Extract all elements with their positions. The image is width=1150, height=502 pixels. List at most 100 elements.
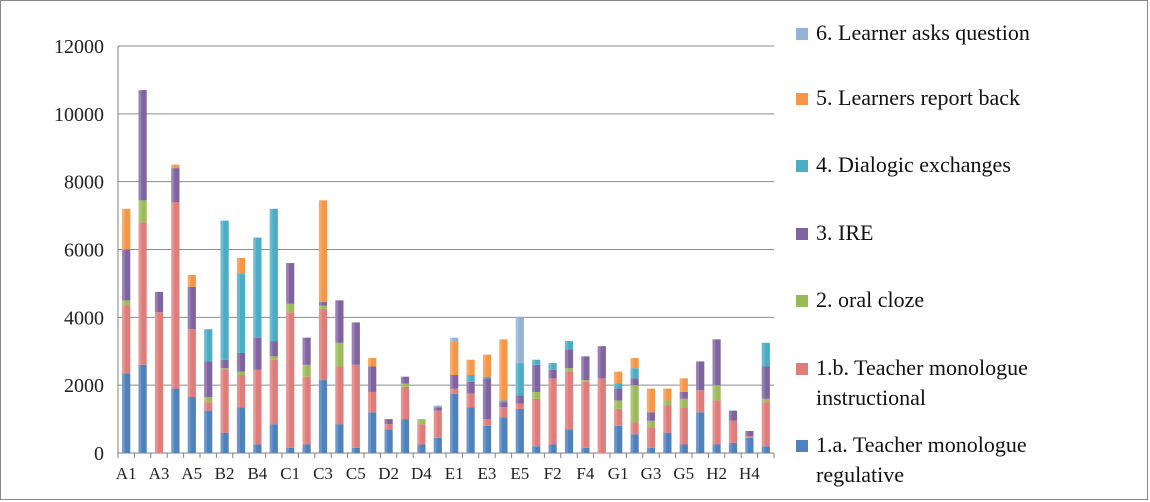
y-tick-label: 10000: [54, 104, 104, 126]
bar-segment: [122, 249, 131, 301]
legend-swatch: [796, 93, 808, 105]
bar-segment: [433, 437, 442, 453]
bar-segment: [597, 378, 606, 453]
bar-segment-highlight: [630, 422, 634, 435]
bar-segment-highlight: [630, 368, 634, 379]
y-tick-label: 8000: [64, 172, 104, 194]
legend-label: 5. Learners report back: [816, 85, 1020, 110]
bar-segment: [368, 391, 377, 413]
bar-segment-highlight: [351, 364, 355, 448]
bar-segment-highlight: [532, 446, 535, 453]
bar-segment: [663, 400, 672, 406]
bar-segment-highlight: [318, 200, 322, 303]
bar-segment-highlight: [400, 376, 404, 384]
bar-segment: [368, 366, 377, 392]
bar-segment-highlight: [220, 369, 224, 433]
bar-segment-highlight: [679, 398, 683, 408]
bar-segment: [466, 407, 475, 453]
bar-segment-highlight: [269, 359, 273, 425]
bar-segment: [614, 400, 623, 409]
bar-segment-highlight: [564, 368, 568, 372]
bar-segment-highlight: [302, 444, 306, 453]
bar-segment-highlight: [236, 273, 240, 353]
bar-segment: [450, 337, 459, 342]
bar-segment-highlight: [679, 407, 683, 445]
bar-segment-highlight: [597, 378, 601, 453]
bar-segment-highlight: [515, 408, 519, 453]
bar-segment: [269, 359, 278, 425]
bar-segment-highlight: [138, 222, 142, 365]
bar-segment-highlight: [614, 400, 617, 409]
bar-segment: [220, 220, 229, 360]
bar-segment-highlight: [761, 342, 765, 367]
bar-segment: [679, 378, 688, 392]
bar-segment-highlight: [663, 388, 667, 401]
bar-segment-highlight: [253, 444, 257, 453]
bar-segment-highlight: [187, 329, 191, 398]
bar-segment-highlight: [187, 286, 191, 330]
bar-segment-highlight: [499, 402, 503, 408]
bar-segment-highlight: [728, 420, 732, 443]
bar-segment: [499, 417, 508, 453]
bar-segment: [679, 407, 688, 445]
bar-segment-highlight: [417, 444, 421, 453]
bar-segment-highlight: [499, 407, 503, 418]
bar-segment-highlight: [236, 407, 240, 453]
bar-segment: [466, 359, 475, 375]
bar-segment-highlight: [450, 337, 453, 342]
bar-segment: [614, 425, 623, 453]
bar-segment: [482, 378, 492, 420]
bar-segment: [515, 363, 524, 396]
bar-segment: [318, 380, 328, 453]
bar-segment: [433, 410, 442, 438]
bar-segment-highlight: [614, 371, 617, 384]
bar-segment: [745, 436, 754, 438]
bar-segment: [351, 447, 360, 453]
bar-segment-highlight: [450, 341, 453, 375]
bar-segment: [154, 312, 164, 453]
bar-segment: [614, 383, 623, 389]
bar-segment: [630, 385, 639, 423]
bar-segment-highlight: [302, 337, 306, 365]
bar-segment-highlight: [138, 90, 142, 201]
bar-segment-highlight: [466, 393, 470, 408]
bar-segment: [400, 383, 410, 387]
bar-segment: [302, 444, 311, 453]
bar-segment-highlight: [663, 405, 667, 433]
bar-segment: [581, 356, 590, 381]
y-tick-label: 4000: [64, 307, 104, 329]
bar-segment-highlight: [761, 402, 765, 447]
bar-segment-highlight: [564, 429, 568, 453]
bar-segment-highlight: [482, 425, 486, 453]
bar-segment: [532, 364, 541, 392]
bar-segment-highlight: [548, 369, 552, 379]
x-tick-label: E5: [510, 464, 529, 483]
bar-segment: [745, 430, 754, 437]
bar-segment: [548, 444, 557, 453]
bar-segment: [532, 391, 541, 399]
bar-segment-highlight: [564, 341, 568, 350]
bar-segment-highlight: [745, 430, 749, 437]
bar-segment-highlight: [614, 388, 617, 401]
bar-segment: [302, 376, 311, 445]
bar-segment-highlight: [466, 374, 470, 382]
bar-segment: [548, 369, 557, 379]
bar-segment-highlight: [302, 364, 306, 377]
bar-segment-highlight: [712, 385, 716, 401]
bar-segment: [171, 388, 180, 453]
bar-segment: [368, 358, 377, 367]
bar-segment: [269, 356, 278, 360]
x-tick-label: A3: [149, 464, 170, 483]
bar-segment-highlight: [515, 363, 519, 396]
bar-segment: [614, 408, 623, 426]
bar-segment: [236, 371, 246, 375]
bar-segment: [646, 420, 656, 428]
bar-segment-highlight: [204, 410, 207, 453]
bar-segment-highlight: [482, 419, 486, 426]
bar-segment: [286, 447, 295, 453]
bar-segment-highlight: [154, 291, 158, 313]
bar-segment-highlight: [466, 381, 470, 394]
bar-segment: [482, 376, 492, 379]
legend-label: 4. Dialogic exchanges: [816, 152, 1011, 177]
bar-segment: [187, 286, 196, 330]
